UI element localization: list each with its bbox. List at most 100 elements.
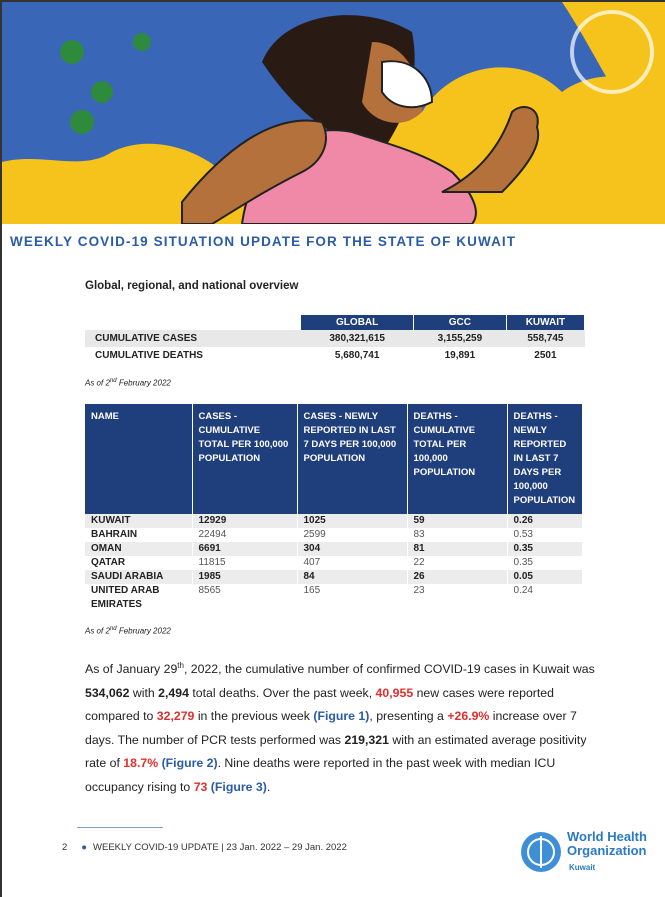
note-sup: nd — [110, 378, 117, 384]
header-cell: NAME — [85, 404, 192, 514]
cell: 2599 — [297, 528, 407, 542]
text-run: total deaths. Over the past week, — [189, 686, 376, 700]
text-run: (Figure 3) — [207, 780, 266, 794]
text-run: 219,321 — [344, 733, 388, 747]
cell: 0.35 — [507, 556, 582, 570]
document-page: WEEKLY COVID-19 SITUATION UPDATE FOR THE… — [0, 0, 665, 897]
footer-rule — [77, 827, 163, 828]
cell: 1985 — [192, 570, 297, 584]
cell: 84 — [297, 570, 407, 584]
note-text: As of 2 — [85, 379, 110, 388]
cell: KUWAIT — [85, 514, 192, 528]
note-sup: nd — [110, 626, 117, 632]
text-run: 40,955 — [376, 686, 414, 700]
cell: BAHRAIN — [85, 528, 192, 542]
logo-line: World Health — [567, 830, 647, 844]
footer: 2 ● WEEKLY COVID-19 UPDATE | 23 Jan. 2022 … — [62, 842, 347, 853]
cell: 11815 — [192, 556, 297, 570]
cell: 0.05 — [507, 570, 582, 584]
who-logo: World Health Organization Kuwait — [517, 828, 662, 888]
cell: 0.24 — [507, 584, 582, 612]
text-run: with — [129, 686, 158, 700]
cell: UNITED ARAB EMIRATES — [85, 584, 192, 612]
header-cell: GCC — [413, 315, 506, 330]
note-text: February 2022 — [117, 379, 171, 388]
page-number: 2 — [62, 842, 67, 853]
text-run: th — [177, 661, 184, 670]
row-label: CUMULATIVE DEATHS — [85, 347, 301, 364]
cell: 3,155,259 — [413, 330, 506, 347]
text-run: , presenting a — [369, 709, 447, 723]
bullet: ● — [81, 842, 87, 853]
section-heading: Global, regional, and national overview — [85, 280, 298, 292]
cell: 407 — [297, 556, 407, 570]
cell: 22494 — [192, 528, 297, 542]
header-cell: CASES - NEWLY REPORTED IN LAST 7 DAYS PE… — [297, 404, 407, 514]
note-text: February 2022 — [117, 627, 171, 636]
cell: 22 — [407, 556, 507, 570]
logo-sub: Kuwait — [569, 863, 595, 872]
cell: 12929 — [192, 514, 297, 528]
text-run: +26.9% — [447, 709, 489, 723]
cell: 0.35 — [507, 542, 582, 556]
text-run: 73 — [194, 780, 208, 794]
cell: 6691 — [192, 542, 297, 556]
logo-line: Organization — [567, 844, 646, 858]
who-emblem — [519, 830, 563, 874]
cell: 1025 — [297, 514, 407, 528]
note-text: As of 2 — [85, 627, 110, 636]
header-cell: GLOBAL — [301, 315, 414, 330]
cell: OMAN — [85, 542, 192, 556]
country-row: KUWAIT129291025590.26 — [85, 514, 582, 528]
text-run: As of January 29 — [85, 662, 177, 676]
footer-text: WEEKLY COVID-19 UPDATE | 23 Jan. 2022 – … — [93, 842, 347, 853]
text-run: (Figure 2) — [158, 756, 217, 770]
row-label: CUMULATIVE CASES — [85, 330, 301, 347]
header-cell: KUWAIT — [506, 315, 584, 330]
text-run: 32,279 — [157, 709, 195, 723]
cell: QATAR — [85, 556, 192, 570]
text-run: . — [267, 780, 270, 794]
cell: SAUDI ARABIA — [85, 570, 192, 584]
text-run: 18.7% — [123, 756, 158, 770]
summary-note: As of 2nd February 2022 — [85, 378, 171, 388]
cell: 26 — [407, 570, 507, 584]
cell: 83 — [407, 528, 507, 542]
header-illustration — [2, 2, 665, 224]
header-cell: DEATHS - NEWLY REPORTED IN LAST 7 DAYS P… — [507, 404, 582, 514]
cell: 380,321,615 — [301, 330, 414, 347]
summary-paragraph: As of January 29th, 2022, the cumulative… — [85, 654, 607, 799]
header-cell — [85, 315, 301, 330]
country-note: As of 2nd February 2022 — [85, 626, 171, 636]
text-run: in the previous week — [194, 709, 313, 723]
cell: 0.26 — [507, 514, 582, 528]
cell: 81 — [407, 542, 507, 556]
cell: 59 — [407, 514, 507, 528]
text-run: (Figure 1) — [313, 709, 369, 723]
cell: 0.53 — [507, 528, 582, 542]
cell: 8565 — [192, 584, 297, 612]
cell: 165 — [297, 584, 407, 612]
text-run: , 2022, the cumulative number of confirm… — [184, 662, 595, 676]
text-run: 2,494 — [158, 686, 189, 700]
cell: 5,680,741 — [301, 347, 414, 364]
cell: 23 — [407, 584, 507, 612]
cell: 304 — [297, 542, 407, 556]
cell: 19,891 — [413, 347, 506, 364]
cell: 2501 — [506, 347, 584, 364]
report-title: WEEKLY COVID-19 SITUATION UPDATE FOR THE… — [10, 234, 665, 249]
text-run: 534,062 — [85, 686, 129, 700]
cell: 558,745 — [506, 330, 584, 347]
header-cell: DEATHS - CUMULATIVE TOTAL PER 100,000 PO… — [407, 404, 507, 514]
